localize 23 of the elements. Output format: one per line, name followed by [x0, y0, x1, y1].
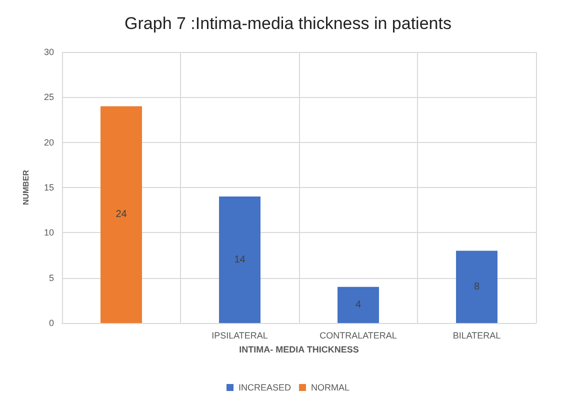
y-tick-label: 15: [44, 182, 54, 192]
legend-label: NORMAL: [311, 382, 350, 392]
data-label: 4: [355, 299, 362, 310]
legend-label: INCREASED: [238, 382, 292, 392]
y-tick-label: 20: [44, 137, 54, 148]
data-label: 8: [474, 281, 480, 292]
chart-title: Graph 7 :Intima-media thickness in patients: [124, 14, 452, 33]
data-label: 14: [234, 254, 246, 266]
y-tick-label: 25: [44, 92, 54, 102]
bar: [338, 286, 379, 323]
x-tick-label: BILATERAL: [452, 330, 501, 340]
bar: [456, 250, 498, 323]
y-tick-label: 0: [48, 318, 54, 328]
bar: [219, 196, 260, 323]
x-axis-title: INTIMA- MEDIA THICKNESS: [239, 344, 359, 354]
data-label: 24: [116, 209, 128, 220]
y-axis-title: NUMBER: [22, 170, 30, 206]
y-tick-label: 5: [48, 272, 54, 283]
x-tick-label: CONTRALATERAL: [320, 330, 397, 340]
y-tick-label: 30: [44, 47, 54, 57]
x-tick-label: IPSILATERAL: [212, 330, 268, 340]
y-tick-label: 10: [44, 228, 54, 238]
bar: [100, 106, 142, 323]
